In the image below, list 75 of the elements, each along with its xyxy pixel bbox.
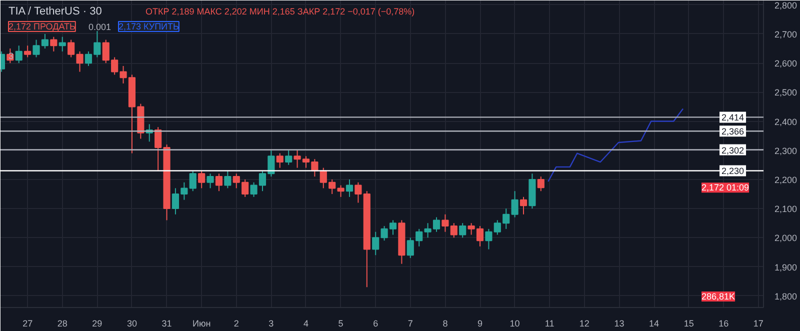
candlestick	[68, 39, 75, 58]
candlestick	[294, 150, 301, 168]
x-tick-label: 17	[753, 318, 764, 328]
candlestick	[372, 231, 380, 256]
candlestick	[537, 176, 544, 192]
chart-title: TIA / TetherUS · 30	[8, 6, 102, 18]
y-tick-label: 2,800	[774, 0, 798, 10]
candlestick	[485, 228, 492, 250]
candlestick	[215, 173, 223, 192]
text: ОТКР 2,189 МАКС 2,202 МИН 2,165 ЗАКР 2,172 −0,017 (−0,78%)	[146, 6, 415, 16]
candlestick	[520, 196, 528, 215]
y-tick-label: 2,700	[774, 29, 798, 40]
annotation: 2,173 КУПИТЬ	[118, 22, 180, 32]
x-tick-label: 8	[442, 318, 448, 328]
ref-line-label: 2,230	[722, 166, 744, 176]
candlestick	[276, 152, 284, 168]
x-tick-label: 3	[268, 318, 274, 328]
y-tick-label: 2,600	[774, 58, 798, 69]
candlestick	[198, 170, 206, 189]
candlestick	[354, 182, 362, 204]
ref-line-label: 2,302	[722, 145, 744, 156]
x-tick-label: 15	[684, 318, 694, 328]
candlestick	[285, 150, 292, 166]
y-tick-label: 2,100	[774, 204, 798, 214]
annotation: 2,172 01:09	[702, 182, 750, 193]
candlestick	[15, 45, 22, 64]
annotation: 286,81K	[702, 292, 736, 302]
y-tick-label: 2,000	[774, 233, 798, 244]
x-tick-label: Июн	[192, 318, 211, 328]
y-tick-label: 2,200	[774, 174, 798, 185]
x-tick-label: 12	[579, 318, 590, 328]
candlestick	[346, 178, 354, 198]
x-tick-label: 4	[303, 318, 309, 328]
candlestick	[380, 226, 388, 242]
candlestick	[120, 65, 127, 84]
x-tick-label: 13	[614, 318, 624, 328]
candlestick	[459, 222, 466, 238]
candlestick	[58, 36, 66, 52]
candlestick	[424, 222, 432, 238]
y-tick-label: 2,400	[774, 116, 798, 127]
y-tick-label: 2,300	[774, 146, 798, 156]
x-tick-label: 2	[234, 318, 239, 328]
ref-line-label: 2,414	[722, 112, 744, 123]
y-tick-label: 1,900	[774, 262, 798, 272]
x-tick-label: 14	[649, 318, 660, 328]
x-tick-label: 16	[718, 318, 729, 328]
y-tick-label: 1,800	[774, 291, 798, 302]
candlestick	[206, 173, 214, 189]
x-tick-label: 28	[57, 318, 68, 328]
candlestick	[189, 170, 196, 192]
annotation: 2,172 ПРОДАТЬ	[8, 22, 76, 32]
candlestick	[24, 45, 32, 58]
x-tick-label: 29	[92, 318, 102, 328]
ref-line-label: 2,366	[722, 126, 744, 137]
x-tick-label: 7	[408, 318, 413, 328]
x-tick-label: 6	[373, 318, 378, 328]
candlestick	[76, 50, 84, 72]
candlestick	[268, 150, 275, 178]
x-tick-label: 31	[162, 318, 172, 328]
annotation: 3	[8, 51, 14, 61]
y-tick-label: 2,500	[774, 88, 798, 98]
x-tick-label: 10	[510, 318, 520, 328]
candlestick	[50, 36, 58, 52]
candlestick	[511, 190, 518, 218]
x-tick-label: 30	[126, 318, 137, 328]
candlestick	[432, 216, 440, 232]
candlestick	[389, 220, 397, 236]
x-tick-label: 11	[544, 318, 554, 328]
x-tick-label: 5	[338, 318, 344, 328]
x-tick-label: 27	[22, 318, 33, 328]
candlestick	[224, 170, 232, 189]
candlestick	[442, 214, 449, 232]
annotation: 0.001	[88, 22, 112, 32]
candlestick	[450, 222, 458, 238]
x-tick-label: 9	[478, 318, 483, 328]
